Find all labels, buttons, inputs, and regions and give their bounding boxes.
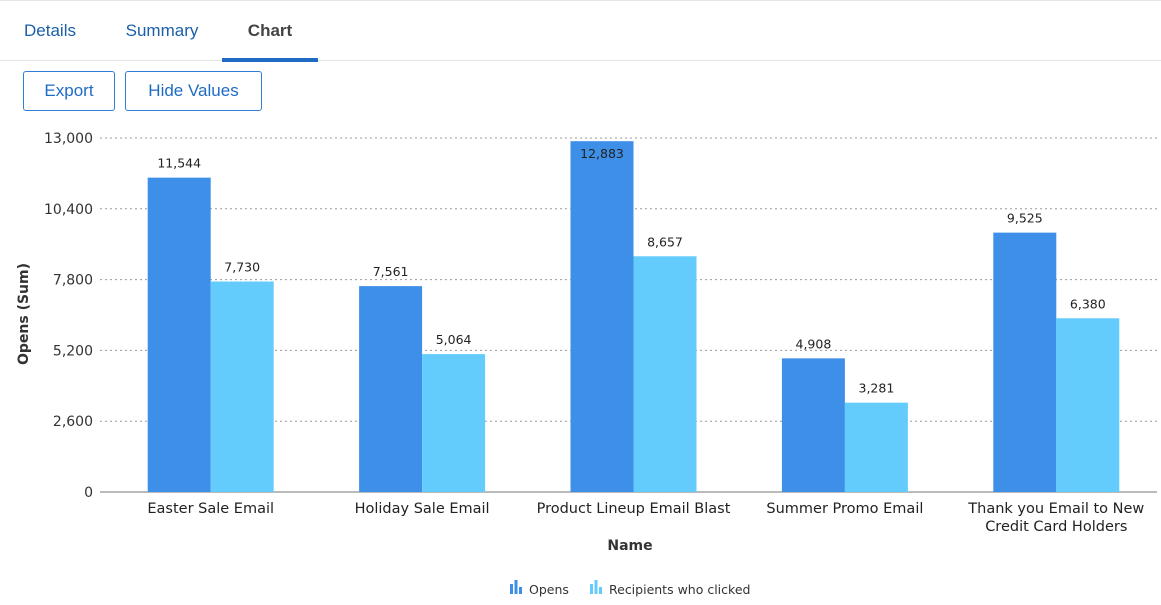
tab-bar: Details Summary Chart bbox=[0, 0, 1161, 62]
bar-value-label: 3,281 bbox=[859, 381, 895, 396]
bar-recipients-clicked[interactable] bbox=[422, 354, 486, 492]
bar-recipients-clicked[interactable] bbox=[1056, 318, 1120, 492]
x-tick-label: Holiday Sale Email bbox=[355, 501, 490, 517]
gridlines bbox=[100, 137, 1157, 493]
tab-chart[interactable]: Chart bbox=[222, 1, 318, 62]
tab-summary[interactable]: Summary bbox=[125, 21, 199, 40]
bar-opens[interactable] bbox=[147, 177, 211, 492]
bar-opens[interactable] bbox=[570, 141, 634, 492]
y-tick-label: 0 bbox=[84, 485, 93, 501]
export-button[interactable]: Export bbox=[23, 71, 115, 111]
bar-recipients-clicked[interactable] bbox=[844, 402, 908, 492]
y-tick-label: 2,600 bbox=[53, 414, 93, 430]
bar-value-label: 11,544 bbox=[157, 156, 201, 171]
y-tick-label: 7,800 bbox=[53, 273, 93, 289]
x-axis-labels: Easter Sale Email Holiday Sale Email Produ… bbox=[147, 501, 1144, 535]
bars: 11,544 7,730 7,561 5,064 12,883 8,657 4,908 3,2… bbox=[147, 141, 1120, 492]
bar-opens[interactable] bbox=[359, 286, 423, 492]
bar-value-label: 6,380 bbox=[1070, 296, 1106, 311]
x-axis-title: Name bbox=[607, 538, 652, 554]
bar-recipients-clicked[interactable] bbox=[210, 281, 274, 492]
legend-item-opens[interactable]: Opens bbox=[510, 580, 569, 597]
bar-value-label: 7,561 bbox=[373, 264, 409, 279]
bar-chart-icon bbox=[510, 584, 513, 594]
bar-opens[interactable] bbox=[781, 358, 845, 492]
legend-label: Recipients who clicked bbox=[609, 582, 750, 597]
bar-chart-icon bbox=[599, 587, 602, 594]
x-tick-label: Product Lineup Email Blast bbox=[537, 501, 731, 517]
bar-opens[interactable] bbox=[993, 232, 1057, 492]
hide-values-button[interactable]: Hide Values bbox=[125, 71, 262, 111]
bar-value-label: 5,064 bbox=[436, 332, 472, 347]
bar-recipients-clicked[interactable] bbox=[633, 256, 697, 492]
bar-value-label: 8,657 bbox=[647, 234, 683, 249]
y-tick-label: 5,200 bbox=[53, 343, 93, 359]
x-tick-label: Easter Sale Email bbox=[147, 501, 274, 517]
bar-chart-icon bbox=[514, 580, 518, 594]
y-axis-ticks: 0 2,600 5,200 7,800 10,400 13,000 bbox=[44, 131, 93, 501]
x-tick-label: Summer Promo Email bbox=[766, 501, 923, 517]
x-tick-label: Thank you Email to New bbox=[967, 501, 1144, 517]
y-tick-label: 13,000 bbox=[44, 131, 93, 147]
legend-item-recipients-clicked[interactable]: Recipients who clicked bbox=[590, 580, 750, 597]
tab-details[interactable]: Details bbox=[24, 21, 76, 40]
legend: Opens Recipients who clicked bbox=[510, 580, 750, 597]
y-tick-label: 10,400 bbox=[44, 202, 93, 218]
bar-value-label: 4,908 bbox=[796, 336, 832, 351]
bar-chart-icon bbox=[594, 580, 598, 594]
legend-label: Opens bbox=[529, 582, 569, 597]
y-axis-title: Opens (Sum) bbox=[16, 263, 32, 365]
bar-value-label: 9,525 bbox=[1007, 211, 1043, 226]
bar-value-label: 7,730 bbox=[224, 260, 260, 275]
bar-chart-icon bbox=[590, 584, 593, 594]
bar-chart-icon bbox=[519, 587, 522, 594]
bar-value-label: 12,883 bbox=[580, 146, 624, 161]
x-tick-label: Credit Card Holders bbox=[985, 519, 1127, 535]
